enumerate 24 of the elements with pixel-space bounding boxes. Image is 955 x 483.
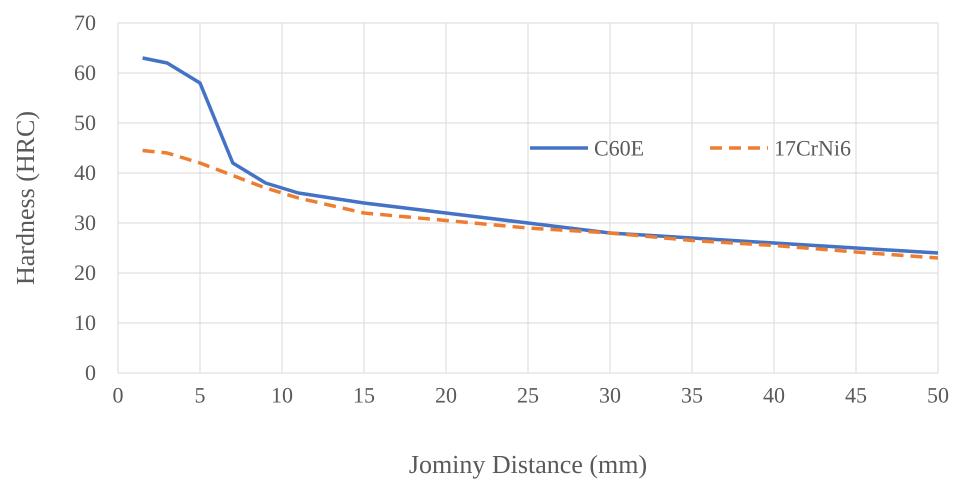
x-tick-label: 50 (927, 382, 949, 408)
y-tick-label: 20 (74, 260, 96, 286)
x-tick-label: 0 (112, 382, 124, 408)
x-tick-label: 20 (435, 382, 457, 408)
y-tick-label: 30 (74, 210, 96, 236)
y-tick-label: 10 (74, 310, 96, 336)
x-tick-label: 40 (763, 382, 785, 408)
y-tick-label: 40 (74, 160, 96, 186)
y-tick-label: 60 (74, 60, 96, 86)
x-tick-label: 15 (353, 382, 375, 408)
y-tick-label: 50 (74, 110, 96, 136)
y-axis-title: Hardness (HRC) (11, 110, 40, 286)
x-tick-label: 30 (599, 382, 621, 408)
y-tick-label: 0 (85, 360, 96, 386)
legend-label: C60E (594, 136, 644, 161)
x-axis-title: Jominy Distance (mm) (408, 450, 648, 479)
line-series (140, 56, 940, 255)
x-tick-label: 35 (681, 382, 703, 408)
x-tick-label: 10 (271, 382, 293, 408)
x-tick-label: 45 (845, 382, 867, 408)
x-tick-label: 25 (517, 382, 539, 408)
y-tick-label: 70 (74, 10, 96, 36)
x-tick-label: 5 (194, 382, 206, 408)
legend-label: 17CrNi6 (774, 136, 851, 161)
